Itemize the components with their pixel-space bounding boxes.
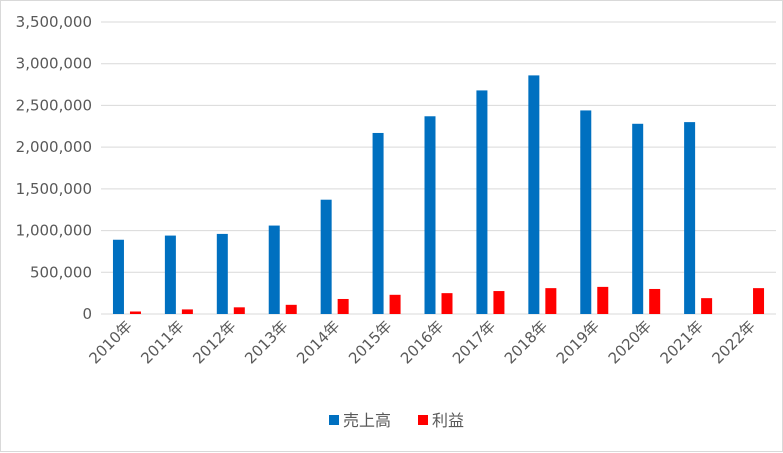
x-axis-tick-labels: 2010年 2011年 2012年 2013年 2014年 2015年 2016年 2017年…	[85, 317, 758, 367]
y-tick-label: 2,500,000	[16, 96, 92, 114]
bar-sales	[528, 75, 540, 314]
bar-sales	[112, 239, 124, 314]
legend: 売上高 利益	[329, 411, 464, 430]
legend-label-sales: 売上高	[343, 411, 391, 430]
bar-sales	[476, 90, 488, 314]
y-tick-label: 0	[82, 305, 92, 323]
bar-profit	[545, 288, 557, 314]
gridlines	[101, 21, 776, 315]
bar-sales	[424, 116, 436, 314]
bar-profit	[181, 309, 193, 314]
bar-profit	[233, 307, 245, 314]
bar-sales	[372, 132, 384, 314]
x-tick-label: 2020年	[605, 317, 655, 367]
x-tick-label: 2018年	[501, 317, 551, 367]
y-tick-label: 2,000,000	[16, 138, 92, 156]
bar-profit	[649, 288, 661, 314]
x-tick-label: 2011年	[137, 317, 187, 367]
x-tick-label: 2013年	[241, 317, 291, 367]
x-tick-label: 2015年	[345, 317, 395, 367]
bar-sales	[580, 110, 592, 314]
bar-profit	[597, 286, 609, 314]
y-tick-label: 1,500,000	[16, 180, 92, 198]
y-axis-tick-labels: 0 500,000 1,000,000 1,500,000 2,000,000 2,500…	[16, 13, 92, 323]
bar-sales	[268, 225, 280, 314]
x-tick-label: 2022年	[709, 317, 759, 367]
x-tick-label: 2019年	[553, 317, 603, 367]
bar-profit	[493, 291, 505, 314]
legend-swatch-sales	[329, 415, 339, 425]
bar-profit	[389, 294, 401, 314]
y-tick-label: 1,000,000	[16, 222, 92, 240]
bar-sales	[632, 123, 644, 314]
bar-sales	[164, 235, 176, 314]
y-tick-label: 3,000,000	[16, 55, 92, 73]
legend-label-profit: 利益	[432, 411, 464, 430]
legend-swatch-profit	[418, 415, 428, 425]
bar-profit	[701, 298, 713, 314]
bars	[112, 75, 765, 314]
bar-sales	[320, 199, 332, 314]
x-tick-label: 2014年	[293, 317, 343, 367]
x-tick-label: 2012年	[189, 317, 239, 367]
x-tick-label: 2010年	[85, 317, 135, 367]
bar-profit	[285, 304, 297, 314]
y-tick-label: 500,000	[30, 263, 92, 281]
y-tick-label: 3,500,000	[16, 13, 92, 31]
bar-sales	[216, 233, 228, 314]
bar-profit	[753, 288, 765, 314]
bar-profit	[129, 311, 141, 314]
bar-profit	[441, 293, 453, 314]
x-tick-label: 2017年	[449, 317, 499, 367]
x-tick-label: 2016年	[397, 317, 447, 367]
bar-profit	[337, 298, 349, 314]
bar-sales	[684, 122, 696, 314]
x-tick-label: 2021年	[657, 317, 707, 367]
